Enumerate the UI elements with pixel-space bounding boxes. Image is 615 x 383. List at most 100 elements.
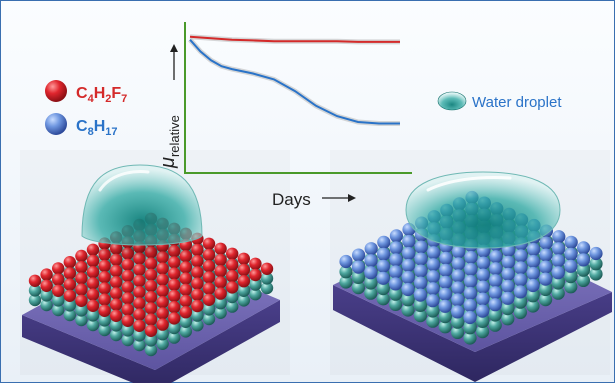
molecule-sphere (464, 262, 478, 277)
molecule-sphere (476, 280, 490, 294)
water-droplet-icon (437, 91, 467, 111)
molecule-sphere (451, 305, 465, 319)
molecule-sphere (168, 267, 181, 280)
molecule-sphere (539, 248, 553, 262)
molecule-sphere (202, 237, 216, 250)
molecule-sphere (401, 293, 415, 307)
molecule-sphere (526, 254, 541, 269)
molecule-sphere (110, 287, 123, 300)
molecule-sphere (168, 256, 181, 269)
molecule-sphere (86, 299, 100, 312)
molecule-sphere (121, 333, 134, 347)
molecule-sphere (464, 250, 478, 265)
molecule-sphere (214, 265, 227, 278)
molecule-sphere (539, 272, 553, 286)
molecule-sphere (156, 318, 169, 331)
molecule-sphere (489, 250, 503, 264)
molecule-sphere (179, 272, 192, 285)
molecule-sphere (351, 260, 365, 274)
molecule-sphere (226, 300, 239, 313)
molecule-sphere (501, 312, 515, 326)
molecule-sphere (438, 310, 452, 324)
molecule-sphere (133, 263, 146, 276)
molecule-sphere (526, 289, 540, 303)
molecule-sphere (451, 257, 465, 271)
molecule-sphere (202, 260, 216, 273)
molecule-sphere (564, 259, 578, 273)
molecule-sphere (513, 285, 528, 299)
fluoro-label: C4H2F7 (76, 85, 127, 105)
molecule-sphere (413, 288, 427, 302)
molecule-sphere (226, 290, 239, 304)
molecule-sphere (414, 252, 428, 266)
molecule-sphere (364, 276, 378, 290)
molecule-sphere (144, 324, 158, 337)
molecule-sphere (144, 291, 158, 304)
molecule-sphere (75, 294, 88, 307)
molecule-sphere (98, 282, 111, 295)
relative-friction-chart: μrelative Days (157, 22, 412, 209)
molecule-sphere (376, 282, 390, 296)
molecule-sphere (401, 282, 415, 297)
molecule-sphere (339, 275, 353, 289)
molecule-sphere (364, 242, 378, 256)
molecule-sphere (364, 286, 378, 300)
molecule-sphere (476, 325, 490, 339)
molecule-sphere (110, 298, 123, 311)
molecule-sphere (121, 281, 134, 294)
molecule-sphere (133, 297, 146, 310)
molecule-sphere (144, 313, 158, 326)
molecule-sphere (352, 248, 366, 262)
molecule-sphere (133, 308, 146, 321)
molecule-sphere (488, 298, 502, 312)
molecule-sphere (564, 270, 578, 284)
molecule-sphere (28, 284, 42, 297)
molecule-sphere (121, 269, 134, 283)
y-axis-arrow-head (170, 44, 178, 52)
molecule-sphere (168, 301, 181, 314)
x-axis-arrow-head (348, 194, 356, 202)
molecule-sphere (389, 297, 403, 311)
molecule-sphere (576, 273, 591, 287)
molecule-sphere (439, 251, 453, 265)
molecule-sphere (191, 255, 204, 268)
molecule-sphere (191, 288, 204, 301)
molecule-sphere (401, 258, 415, 273)
molecule-sphere (527, 242, 541, 257)
molecule-sphere (501, 255, 515, 269)
molecule-sphere (501, 302, 515, 316)
molecule-sphere (489, 274, 503, 288)
molecule-sphere (514, 273, 528, 287)
molecule-sphere (551, 266, 565, 280)
molecule-sphere (156, 307, 169, 320)
molecule-sphere (413, 298, 427, 312)
molecule-sphere (63, 308, 76, 322)
molecule-sphere (121, 303, 134, 316)
molecule-sphere (427, 246, 441, 260)
molecule-sphere (426, 314, 440, 328)
molecule-sphere (202, 312, 216, 326)
molecule-sphere (121, 314, 134, 327)
molecule-sphere (214, 242, 227, 255)
molecule-sphere (75, 272, 88, 285)
molecule-sphere (156, 273, 169, 286)
molecule-sphere (121, 258, 134, 271)
right-water-droplet (405, 171, 561, 249)
molecule-sphere (98, 314, 111, 327)
molecule-sphere (226, 258, 239, 272)
molecule-sphere (63, 267, 76, 280)
molecule-sphere (237, 252, 250, 265)
molecule-sphere (564, 247, 578, 261)
molecule-sphere (144, 268, 158, 281)
molecule-sphere (214, 253, 227, 267)
molecule-sphere (513, 295, 528, 309)
molecule-sphere (551, 286, 565, 300)
molecule-sphere (426, 304, 440, 318)
molecule-sphere (476, 304, 490, 318)
molecule-sphere (249, 257, 262, 270)
molecule-sphere (121, 324, 134, 337)
left-droplet-highlight (98, 170, 150, 192)
molecule-sphere (389, 277, 403, 291)
molecule-sphere (476, 268, 490, 282)
